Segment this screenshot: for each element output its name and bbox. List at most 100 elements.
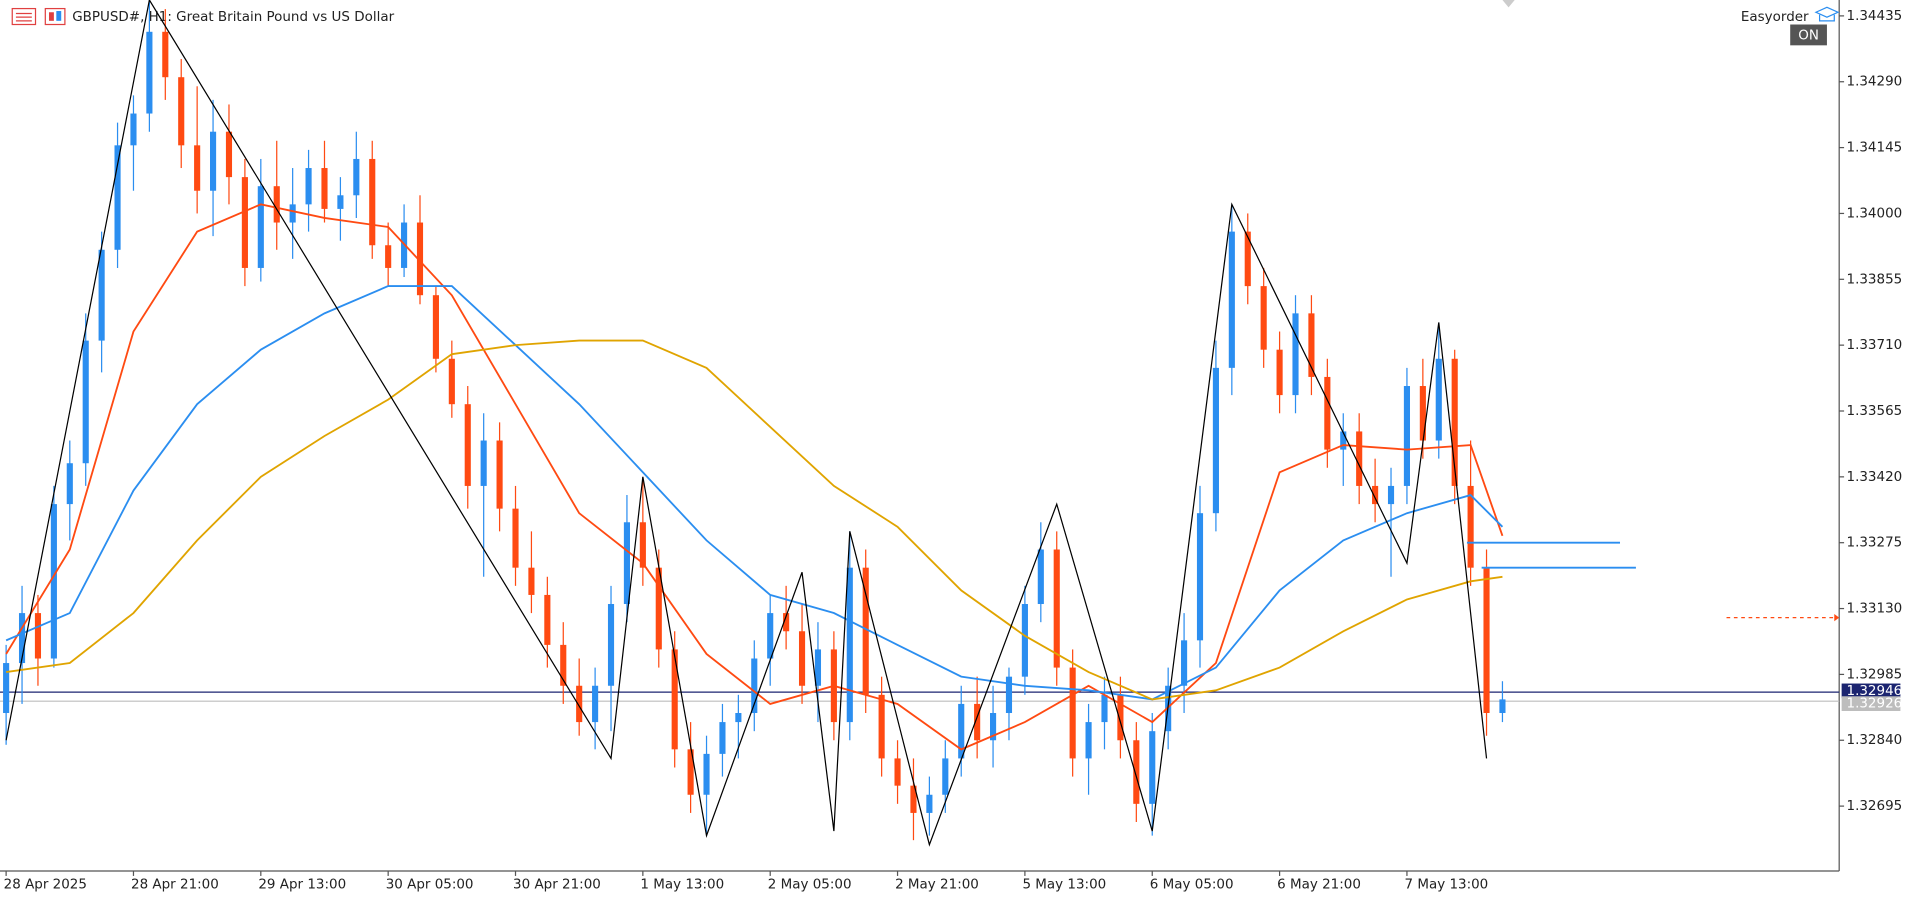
candle-body xyxy=(305,168,312,205)
candle-body xyxy=(1244,231,1251,287)
candle-body xyxy=(464,404,471,486)
candle-body xyxy=(687,749,694,795)
price-label: 1.32946 xyxy=(1847,683,1903,699)
candle-body xyxy=(623,522,630,605)
y-tick-label: 1.33275 xyxy=(1847,535,1903,551)
x-tick-label: 6 May 05:00 xyxy=(1150,877,1234,893)
candle-body xyxy=(1133,740,1140,804)
price-label: 1.32926 xyxy=(1847,696,1903,712)
candle-body xyxy=(1276,349,1283,396)
candle-body xyxy=(1117,694,1124,741)
candle-body xyxy=(1101,694,1108,723)
candle-body xyxy=(1372,485,1379,505)
x-tick-label: 5 May 13:00 xyxy=(1022,877,1106,893)
candle-body xyxy=(130,113,137,146)
zigzag-line xyxy=(5,0,1488,847)
candle-body xyxy=(1069,667,1076,759)
candle-body xyxy=(241,177,248,268)
candle-body xyxy=(82,340,89,464)
y-tick-label: 1.33710 xyxy=(1847,337,1903,353)
candle-body xyxy=(735,713,742,723)
candle-body xyxy=(767,613,774,659)
candle-body xyxy=(162,31,169,78)
candle-body xyxy=(1085,722,1092,759)
x-tick-label: 30 Apr 05:00 xyxy=(386,877,474,893)
y-tick-label: 1.34290 xyxy=(1847,74,1903,90)
candle-body xyxy=(273,186,280,223)
symbol-icon-frame xyxy=(44,7,66,26)
candle-body xyxy=(34,613,42,659)
y-tick-label: 1.33130 xyxy=(1847,601,1903,617)
candle-body xyxy=(18,613,26,664)
candle-body xyxy=(1403,386,1410,486)
candle-body xyxy=(66,463,73,505)
candle-body xyxy=(416,222,424,296)
candle-body xyxy=(3,663,10,714)
candle-body xyxy=(194,145,201,191)
x-tick-label: 30 Apr 21:00 xyxy=(513,877,601,893)
panel-icon[interactable] xyxy=(1814,6,1840,22)
candle-body xyxy=(50,504,57,659)
candle-body xyxy=(321,168,328,209)
candle-body xyxy=(480,440,487,486)
moving-average xyxy=(5,203,1504,751)
menu-icon[interactable] xyxy=(11,7,37,26)
symbol-icon xyxy=(44,7,66,26)
candle-body xyxy=(814,649,822,686)
candle-body xyxy=(1260,286,1267,350)
symbol-icon-bar xyxy=(56,11,62,21)
candle-body xyxy=(98,249,105,341)
candle-body xyxy=(1499,699,1506,714)
x-tick-label: 28 Apr 21:00 xyxy=(131,877,219,893)
candle-body xyxy=(878,694,885,759)
candle-body xyxy=(369,158,376,246)
scroll-marker xyxy=(1502,0,1515,8)
x-tick-label: 2 May 21:00 xyxy=(895,877,979,893)
x-tick-label: 2 May 05:00 xyxy=(768,877,852,893)
candle-body xyxy=(942,758,949,795)
candle-body xyxy=(655,567,662,650)
candle-body xyxy=(1308,313,1315,377)
x-tick-label: 7 May 13:00 xyxy=(1404,877,1488,893)
candle-body xyxy=(1419,386,1426,441)
candle-body xyxy=(289,204,296,223)
candle-body xyxy=(607,604,615,686)
candle-body xyxy=(1212,367,1219,514)
candle-body xyxy=(1387,485,1395,505)
candle-body xyxy=(512,508,519,568)
candle-body xyxy=(751,658,758,714)
candle-body xyxy=(544,594,551,645)
panel-toggle-label[interactable]: ON xyxy=(1798,28,1819,44)
candle-body xyxy=(1196,513,1204,641)
candle-body xyxy=(1149,731,1156,804)
candle-body xyxy=(974,703,981,741)
candle-body xyxy=(1340,431,1347,450)
symbol-icon-bar xyxy=(48,12,54,21)
candle-body xyxy=(210,131,217,191)
candle-body xyxy=(990,713,997,741)
panel-toggle[interactable] xyxy=(1790,24,1827,46)
candle-body xyxy=(178,77,185,146)
candle-body xyxy=(448,358,455,405)
candle-body xyxy=(576,685,583,723)
candle-body xyxy=(846,567,853,723)
moving-average xyxy=(5,285,1504,701)
candle-body xyxy=(910,785,917,813)
moving-average xyxy=(5,339,1503,701)
candle-body xyxy=(926,794,933,813)
candle-body xyxy=(703,753,710,795)
panel-label: Easyorder xyxy=(1741,9,1809,25)
x-tick-label: 28 Apr 2025 xyxy=(4,877,87,893)
candle-body xyxy=(1005,676,1013,714)
y-tick-label: 1.32840 xyxy=(1847,732,1903,748)
candle-body xyxy=(1053,549,1060,668)
price-label-box xyxy=(1841,696,1901,711)
candle-body xyxy=(1467,485,1474,568)
candle-body xyxy=(225,131,233,178)
x-tick-label: 1 May 13:00 xyxy=(640,877,724,893)
candle-body xyxy=(1021,604,1028,677)
candle-body xyxy=(1435,358,1442,441)
price-label-box xyxy=(1841,683,1901,699)
